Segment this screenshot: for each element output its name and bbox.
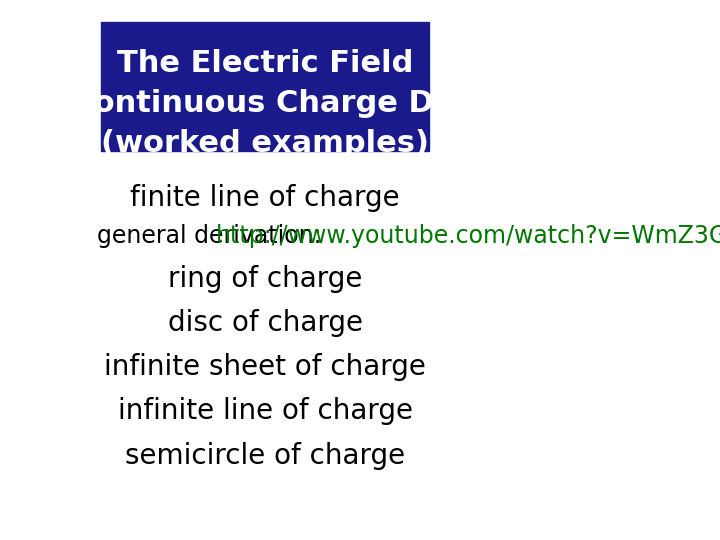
Text: finite line of charge: finite line of charge bbox=[130, 184, 400, 212]
Text: http://www.youtube.com/watch?v=WmZ3G2DWHlg: http://www.youtube.com/watch?v=WmZ3G2DWH… bbox=[216, 224, 720, 248]
Text: The Electric Field: The Electric Field bbox=[117, 49, 413, 78]
Text: ring of charge: ring of charge bbox=[168, 265, 362, 293]
Text: disc of charge: disc of charge bbox=[168, 309, 363, 337]
Text: infinite sheet of charge: infinite sheet of charge bbox=[104, 353, 426, 381]
Text: Due to a Continuous Charge Distribution: Due to a Continuous Charge Distribution bbox=[0, 89, 614, 118]
Text: general derivation:: general derivation: bbox=[97, 224, 337, 248]
Text: infinite line of charge: infinite line of charge bbox=[117, 397, 413, 426]
Text: semicircle of charge: semicircle of charge bbox=[125, 442, 405, 470]
Text: (worked examples): (worked examples) bbox=[101, 129, 429, 158]
FancyBboxPatch shape bbox=[101, 22, 429, 151]
